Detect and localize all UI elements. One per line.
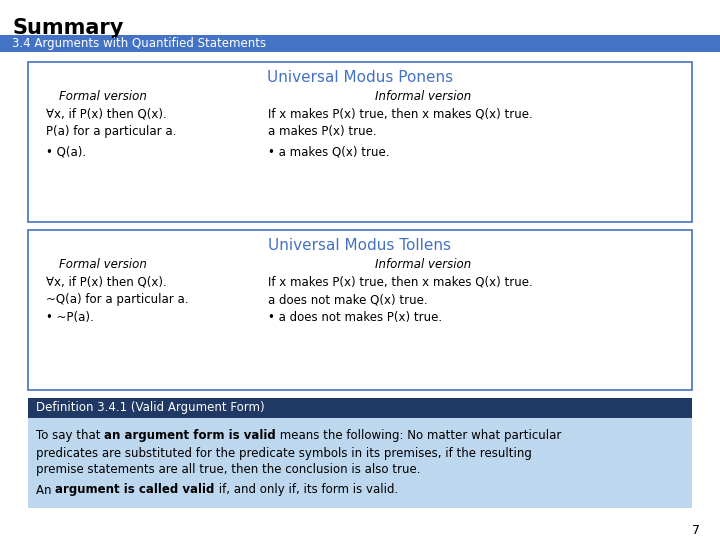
Text: 3.4 Arguments with Quantified Statements: 3.4 Arguments with Quantified Statements — [12, 37, 266, 50]
Text: predicates are substituted for the predicate symbols in its premises, if the res: predicates are substituted for the predi… — [36, 448, 532, 461]
Text: an argument form is valid: an argument form is valid — [104, 429, 276, 442]
Text: Universal Modus Ponens: Universal Modus Ponens — [267, 71, 453, 85]
Text: If x makes P(x) true, then x makes Q(x) true.: If x makes P(x) true, then x makes Q(x) … — [268, 275, 533, 288]
Text: Formal version: Formal version — [59, 258, 147, 271]
Text: Informal version: Informal version — [375, 258, 471, 271]
Text: Summary: Summary — [12, 18, 123, 38]
Text: ~Q(a) for a particular a.: ~Q(a) for a particular a. — [46, 294, 189, 307]
Text: premise statements are all true, then the conclusion is also true.: premise statements are all true, then th… — [36, 463, 420, 476]
Text: ∀x, if P(x) then Q(x).: ∀x, if P(x) then Q(x). — [46, 275, 167, 288]
Text: if, and only if, its form is valid.: if, and only if, its form is valid. — [215, 483, 398, 496]
Text: P(a) for a particular a.: P(a) for a particular a. — [46, 125, 176, 138]
Text: • a makes Q(x) true.: • a makes Q(x) true. — [268, 145, 390, 159]
Text: • Q(a).: • Q(a). — [46, 145, 86, 159]
Text: Informal version: Informal version — [375, 90, 471, 103]
FancyBboxPatch shape — [28, 62, 692, 222]
Text: • ~P(a).: • ~P(a). — [46, 312, 94, 325]
Bar — [28, 398, 692, 418]
Text: To say that: To say that — [36, 429, 104, 442]
Text: means the following: No matter what particular: means the following: No matter what part… — [276, 429, 562, 442]
Bar — [28, 418, 692, 508]
Text: • a does not makes P(x) true.: • a does not makes P(x) true. — [268, 312, 442, 325]
Text: ∀x, if P(x) then Q(x).: ∀x, if P(x) then Q(x). — [46, 107, 167, 120]
FancyBboxPatch shape — [28, 230, 692, 390]
Text: a makes P(x) true.: a makes P(x) true. — [268, 125, 377, 138]
Text: Universal Modus Tollens: Universal Modus Tollens — [269, 239, 451, 253]
Text: Formal version: Formal version — [59, 90, 147, 103]
Text: An: An — [36, 483, 55, 496]
Bar — [0, 35, 720, 52]
Text: argument is called valid: argument is called valid — [55, 483, 215, 496]
Text: If x makes P(x) true, then x makes Q(x) true.: If x makes P(x) true, then x makes Q(x) … — [268, 107, 533, 120]
Text: Definition 3.4.1 (Valid Argument Form): Definition 3.4.1 (Valid Argument Form) — [36, 402, 265, 415]
Text: a does not make Q(x) true.: a does not make Q(x) true. — [268, 294, 428, 307]
Text: 7: 7 — [692, 523, 700, 537]
